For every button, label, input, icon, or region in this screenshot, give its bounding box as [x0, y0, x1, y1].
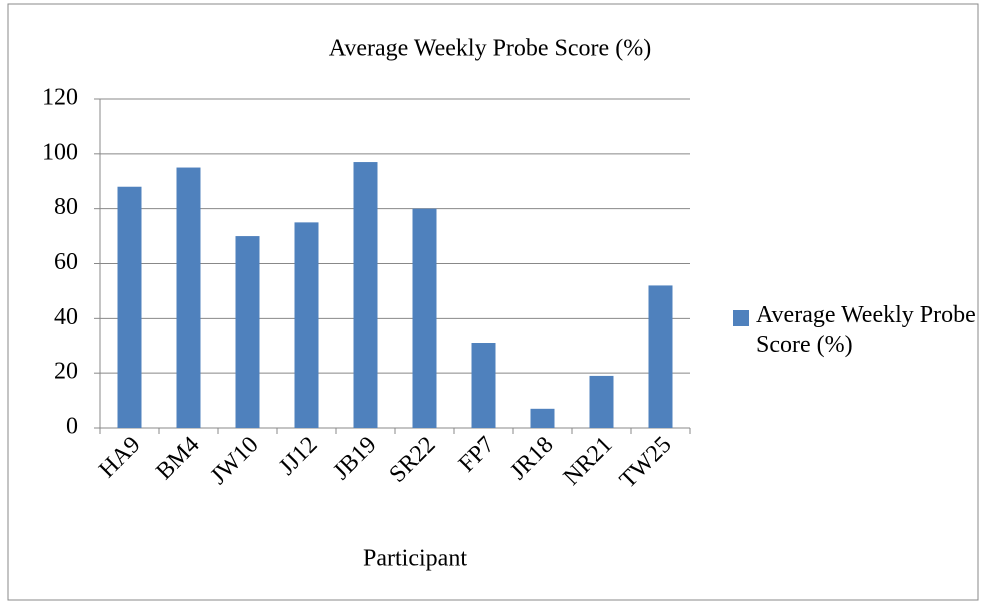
y-tick-label: 60	[54, 249, 78, 275]
y-tick-label: 0	[66, 414, 78, 440]
y-tick-label: 100	[42, 139, 78, 165]
bar	[117, 186, 142, 428]
bar	[235, 236, 260, 428]
bar	[294, 222, 319, 428]
y-tick-label: 40	[54, 304, 78, 330]
bar	[530, 408, 555, 428]
y-tick-label: 20	[54, 359, 78, 385]
bar	[412, 208, 437, 428]
y-tick-label: 120	[42, 85, 78, 111]
chart-title: Average Weekly Probe Score (%)	[329, 36, 651, 62]
y-tick-label: 80	[54, 194, 78, 220]
bar	[353, 162, 378, 428]
legend-label: Average Weekly Probe Score (%)	[756, 302, 976, 358]
bar	[471, 343, 496, 428]
legend-swatch	[733, 310, 749, 326]
chart-border	[7, 3, 979, 601]
bar	[648, 285, 673, 428]
x-axis-title: Participant	[363, 546, 467, 572]
bar	[176, 167, 201, 428]
bar	[589, 375, 614, 428]
